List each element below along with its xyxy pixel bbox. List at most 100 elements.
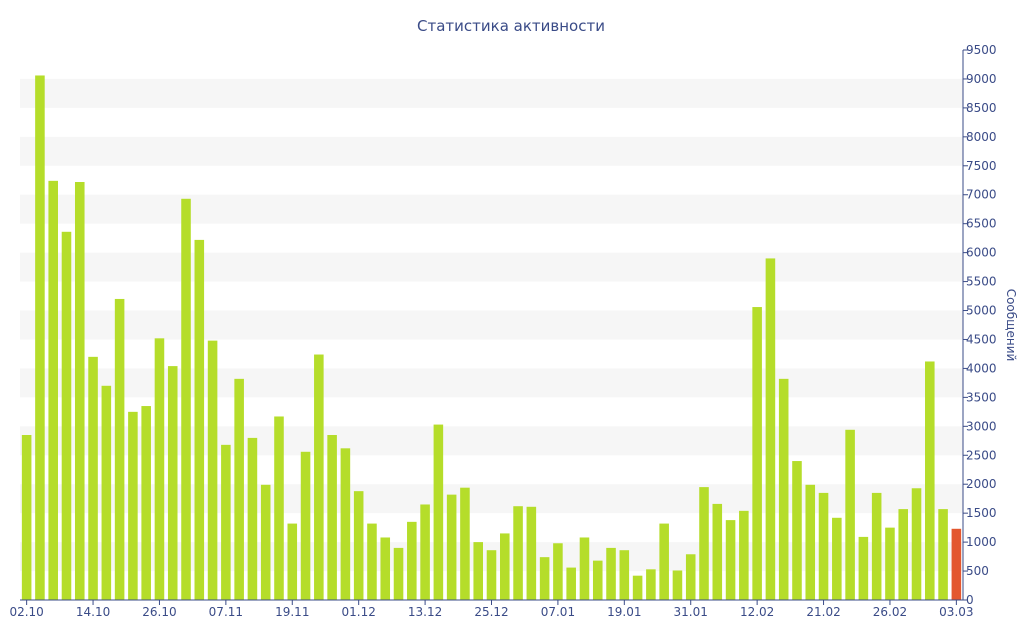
bar[interactable] [74, 182, 85, 600]
y-tick-label: 8500 [966, 101, 997, 115]
bar[interactable] [632, 575, 643, 600]
x-tick-label: 14.10 [76, 605, 110, 619]
bar[interactable] [114, 298, 125, 600]
bar[interactable] [925, 361, 935, 600]
bar[interactable] [367, 523, 377, 600]
bar[interactable] [420, 504, 430, 600]
bar[interactable] [792, 461, 802, 600]
bar[interactable] [21, 435, 32, 600]
bar[interactable] [287, 523, 298, 600]
bar[interactable] [460, 487, 470, 600]
bar[interactable] [911, 488, 922, 600]
bar[interactable] [566, 567, 576, 600]
x-tick-label: 01.12 [342, 605, 376, 619]
bar[interactable] [486, 550, 497, 600]
bar[interactable] [300, 451, 311, 600]
bar[interactable] [699, 487, 709, 600]
y-tick-label: 0 [966, 593, 974, 607]
y-tick-label: 5000 [966, 304, 997, 318]
bar[interactable] [141, 406, 151, 600]
bar[interactable] [818, 492, 829, 600]
bar[interactable] [247, 437, 258, 600]
bar[interactable] [539, 557, 550, 600]
bar[interactable] [128, 411, 138, 600]
bar[interactable] [712, 503, 723, 600]
x-tick-label: 13.12 [408, 605, 442, 619]
chart-title: Статистика активности [417, 17, 605, 35]
y-tick-label: 5500 [966, 275, 997, 289]
bar[interactable] [260, 484, 271, 600]
y-tick-label: 2000 [966, 477, 997, 491]
grid-band [20, 136, 963, 166]
bar[interactable] [101, 385, 112, 600]
bar[interactable] [646, 569, 656, 600]
bar[interactable] [48, 180, 58, 600]
bar[interactable] [871, 492, 882, 600]
y-tick-label: 9000 [966, 72, 997, 86]
bar[interactable] [898, 509, 909, 600]
x-tick-label: 07.01 [541, 605, 575, 619]
bar[interactable] [446, 494, 457, 600]
bar[interactable] [207, 340, 218, 600]
bar[interactable] [752, 307, 762, 600]
y-tick-label: 3500 [966, 390, 997, 404]
bar[interactable] [167, 366, 178, 600]
bar[interactable] [579, 537, 590, 600]
bar[interactable] [845, 429, 855, 600]
x-axis: 02.10 14.10 26.10 07.11 19.11 01.12 13.12 25.12… [9, 599, 974, 619]
bar[interactable] [725, 520, 736, 600]
bar[interactable] [380, 537, 391, 600]
x-tick-label: 03.03 [939, 605, 973, 619]
y-tick-label: 1500 [966, 506, 997, 520]
y-tick-label: 4500 [966, 332, 997, 346]
bar[interactable] [553, 543, 563, 600]
bar[interactable] [340, 448, 351, 600]
grid-band [20, 310, 963, 340]
y-tick-label: 4000 [966, 361, 997, 375]
bar[interactable] [327, 435, 337, 600]
bar[interactable] [500, 533, 510, 600]
bar[interactable] [88, 356, 98, 600]
bar[interactable] [739, 510, 749, 600]
y-axis-label: Сообщений [1004, 289, 1018, 362]
bar[interactable] [938, 509, 948, 600]
bar[interactable] [234, 378, 244, 600]
bar[interactable] [526, 506, 537, 600]
bar-series [21, 75, 962, 601]
x-tick-label: 07.11 [209, 605, 243, 619]
bar[interactable] [154, 338, 165, 600]
bar[interactable] [805, 484, 816, 600]
bar[interactable] [35, 75, 45, 600]
bar[interactable] [832, 517, 842, 600]
grid-band [20, 194, 963, 224]
bar[interactable] [592, 560, 603, 600]
bar[interactable] [513, 506, 523, 600]
bar-current[interactable] [951, 528, 962, 600]
y-tick-label: 2500 [966, 448, 997, 462]
bar[interactable] [221, 444, 231, 600]
bar[interactable] [619, 550, 630, 600]
bar[interactable] [659, 523, 669, 600]
bar[interactable] [606, 547, 616, 600]
x-tick-label: 25.12 [474, 605, 508, 619]
y-tick-label: 8000 [966, 130, 997, 144]
bar[interactable] [765, 258, 776, 600]
bar[interactable] [314, 354, 324, 600]
bar[interactable] [353, 491, 364, 600]
x-tick-label: 19.01 [607, 605, 641, 619]
bar[interactable] [194, 239, 205, 601]
bar[interactable] [473, 542, 483, 600]
bar[interactable] [778, 378, 789, 600]
bar[interactable] [858, 536, 869, 600]
bar[interactable] [181, 198, 191, 600]
bar[interactable] [393, 547, 404, 600]
bar[interactable] [433, 424, 444, 600]
bar[interactable] [672, 570, 683, 600]
bar[interactable] [885, 527, 895, 600]
bar[interactable] [407, 521, 417, 600]
bar[interactable] [685, 554, 696, 600]
bar[interactable] [274, 416, 284, 600]
x-tick-label: 12.02 [740, 605, 774, 619]
bar[interactable] [61, 231, 72, 600]
